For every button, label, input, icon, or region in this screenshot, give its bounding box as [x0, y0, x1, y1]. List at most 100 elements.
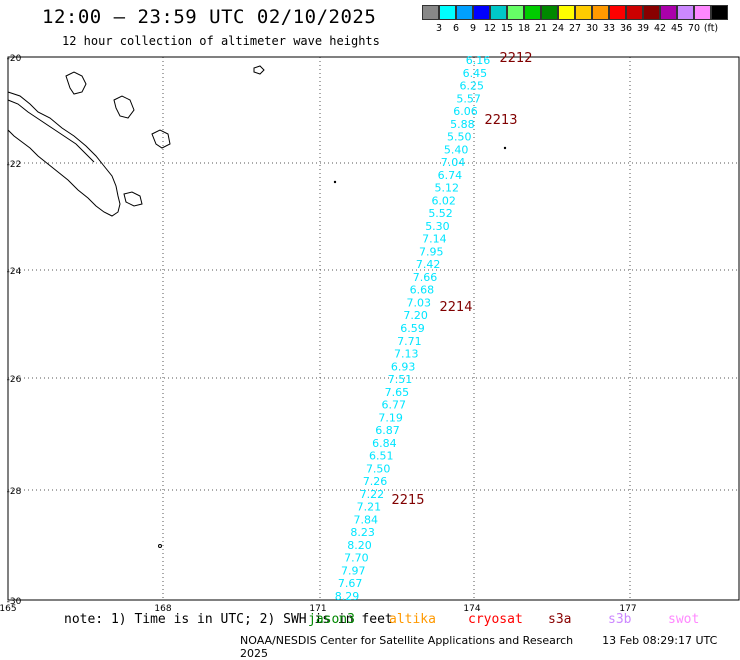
- lat-label: -22: [7, 160, 22, 170]
- scale-swatch: [660, 5, 677, 20]
- wave-height-label: 6.02: [431, 194, 456, 207]
- scale-label: 15: [500, 23, 514, 34]
- wave-height-label: 7.84: [353, 513, 378, 526]
- satellite-name: swot: [668, 612, 700, 627]
- pass-time-label: 2212: [499, 51, 532, 66]
- footer-source: NOAA/NESDIS Center for Satellite Applica…: [240, 634, 574, 647]
- satellite-name: s3b: [608, 612, 632, 627]
- wave-height-label: 6.87: [375, 424, 400, 437]
- scale-swatch: [439, 5, 456, 20]
- scale-swatch: [677, 5, 694, 20]
- wave-height-label: 7.20: [403, 309, 428, 322]
- wave-height-label: 7.50: [366, 462, 391, 475]
- new-caledonia-coastline: [7, 91, 121, 217]
- wave-height-label: 7.51: [388, 373, 413, 386]
- scale-label: 9: [469, 23, 477, 34]
- scale-label: 42: [653, 23, 667, 34]
- small-islet: [158, 544, 162, 548]
- scale-swatch: [541, 5, 558, 20]
- scale-label: 3: [435, 23, 443, 34]
- satellite-name: cryosat: [468, 612, 523, 627]
- wave-height-label: 6.45: [463, 67, 488, 80]
- lon-label: 168: [154, 604, 171, 614]
- scale-swatch: [643, 5, 660, 20]
- wave-height-label: 8.20: [347, 539, 372, 552]
- lon-label: 171: [309, 604, 326, 614]
- pass-time-label: 2214: [439, 300, 472, 315]
- scale-label: 6: [452, 23, 460, 34]
- wave-height-label: 8.23: [350, 526, 375, 539]
- small-islet: [503, 146, 507, 150]
- scale-label: 24: [551, 23, 565, 34]
- wave-height-label: 5.57: [456, 92, 481, 105]
- footer: NOAA/NESDIS Center for Satellite Applica…: [240, 634, 740, 660]
- satellite-name: altika: [389, 612, 436, 627]
- lon-label: 177: [619, 604, 636, 614]
- wave-height-label: 7.71: [397, 335, 422, 348]
- scale-swatch: [711, 5, 728, 20]
- satellite-name: s3a: [548, 612, 572, 627]
- wave-height-label: 7.04: [441, 156, 466, 169]
- island-outline: [65, 71, 87, 95]
- mare-island: [151, 129, 171, 149]
- scale-label: 70: [687, 23, 701, 34]
- scale-label: 36: [619, 23, 633, 34]
- wave-height-label: 6.74: [438, 169, 463, 182]
- wave-height-label: 6.25: [460, 80, 485, 93]
- pass-time-label: 2215: [391, 493, 424, 508]
- lat-label: -20: [7, 54, 22, 64]
- scale-label: 21: [534, 23, 548, 34]
- wave-height-label: 6.51: [369, 450, 394, 463]
- scale-swatch: [473, 5, 490, 20]
- wave-height-label: 7.65: [385, 386, 410, 399]
- wave-height-label: 6.59: [400, 322, 425, 335]
- scale-swatch: [507, 5, 524, 20]
- lifou-island: [113, 95, 135, 119]
- scale-swatch: [456, 5, 473, 20]
- coastline-inner: [7, 99, 95, 163]
- wave-height-label: 6.93: [391, 360, 416, 373]
- wave-height-label: 7.95: [419, 245, 444, 258]
- wave-height-label: 7.13: [394, 348, 419, 361]
- wave-height-label: 5.50: [447, 131, 472, 144]
- note-text: note: 1) Time is in UTC; 2) SWH is in fe…: [64, 612, 393, 627]
- lon-label: 165: [0, 604, 17, 614]
- scale-label: 18: [517, 23, 531, 34]
- wave-height-label: 7.26: [363, 475, 388, 488]
- wave-height-label: 5.88: [450, 118, 475, 131]
- wave-height-label: 7.42: [416, 258, 441, 271]
- scale-label: 39: [636, 23, 650, 34]
- wave-height-label: 6.16: [466, 54, 491, 67]
- scale-swatch: [575, 5, 592, 20]
- wave-height-label: 7.21: [357, 501, 382, 514]
- map-title: 12:00 – 23:59 UTC 02/10/2025: [42, 6, 377, 28]
- wave-height-label: 7.97: [341, 564, 366, 577]
- lat-label: -24: [7, 267, 22, 277]
- small-islet: [333, 180, 337, 184]
- scale-label: 33: [602, 23, 616, 34]
- wave-height-label: 7.67: [338, 577, 363, 590]
- wave-height-label: 5.12: [435, 182, 460, 195]
- scale-label: 12: [483, 23, 497, 34]
- lat-label: -28: [7, 487, 22, 497]
- scale-swatch: [694, 5, 711, 20]
- satellite-name: jason3: [308, 612, 355, 627]
- scale-label: 27: [568, 23, 582, 34]
- wave-height-label: 5.52: [428, 207, 453, 220]
- scale-swatch: [592, 5, 609, 20]
- scale-label: 45: [670, 23, 684, 34]
- wave-height-label: 8.29: [335, 590, 360, 603]
- wave-height-label: 7.70: [344, 552, 369, 565]
- wave-height-label: 6.84: [372, 437, 397, 450]
- wave-height-label: 5.30: [425, 220, 450, 233]
- wave-height-label: 6.77: [382, 399, 407, 412]
- wave-height-label: 7.14: [422, 233, 447, 246]
- lat-label: -30: [7, 597, 22, 607]
- scale-swatch: [558, 5, 575, 20]
- wave-height-label: 5.40: [444, 143, 469, 156]
- pass-time-label: 2213: [484, 113, 517, 128]
- map-frame: [7, 56, 740, 601]
- scale-swatch: [609, 5, 626, 20]
- scale-swatch: [490, 5, 507, 20]
